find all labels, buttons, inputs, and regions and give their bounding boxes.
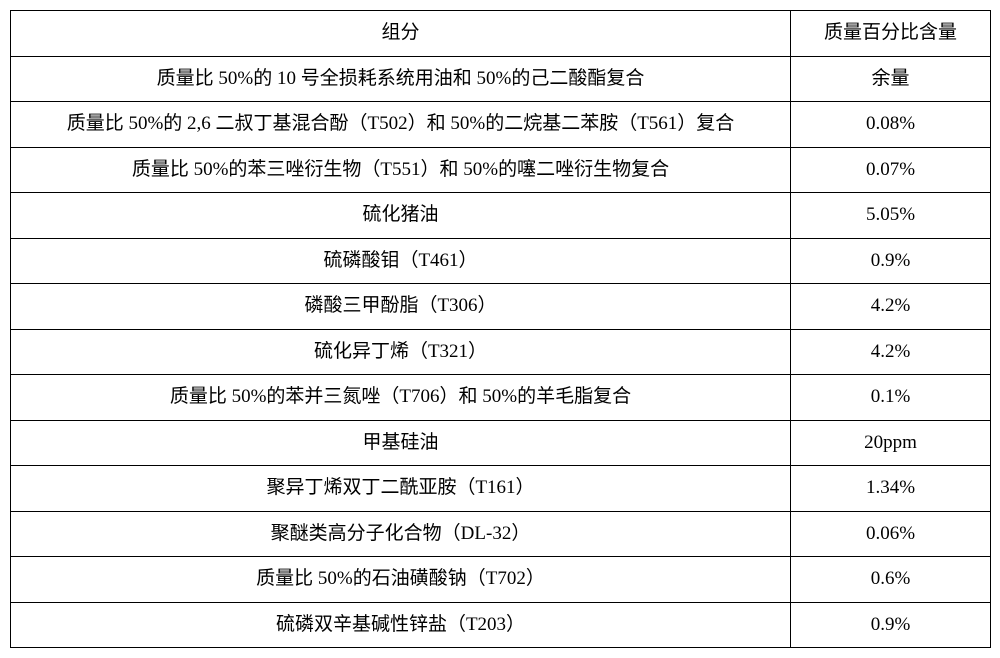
header-component: 组分 [11, 11, 791, 57]
cell-component: 甲基硅油 [11, 420, 791, 466]
table-row: 质量比 50%的苯并三氮唑（T706）和 50%的羊毛脂复合 0.1% [11, 375, 991, 421]
cell-component: 质量比 50%的石油磺酸钠（T702） [11, 557, 791, 603]
cell-value: 4.2% [791, 284, 991, 330]
table-row: 质量比 50%的苯三唑衍生物（T551）和 50%的噻二唑衍生物复合 0.07% [11, 147, 991, 193]
table-row: 聚醚类高分子化合物（DL-32） 0.06% [11, 511, 991, 557]
cell-value: 4.2% [791, 329, 991, 375]
cell-component: 硫化猪油 [11, 193, 791, 239]
cell-value: 0.9% [791, 602, 991, 648]
table-row: 聚异丁烯双丁二酰亚胺（T161） 1.34% [11, 466, 991, 512]
cell-component: 质量比 50%的苯并三氮唑（T706）和 50%的羊毛脂复合 [11, 375, 791, 421]
table-row: 质量比 50%的石油磺酸钠（T702） 0.6% [11, 557, 991, 603]
cell-value: 0.08% [791, 102, 991, 148]
cell-component: 磷酸三甲酚脂（T306） [11, 284, 791, 330]
cell-component: 质量比 50%的苯三唑衍生物（T551）和 50%的噻二唑衍生物复合 [11, 147, 791, 193]
table-body: 质量比 50%的 10 号全损耗系统用油和 50%的己二酸酯复合 余量 质量比 … [11, 56, 991, 648]
table-row: 硫磷双辛基碱性锌盐（T203） 0.9% [11, 602, 991, 648]
table-row: 硫磷酸钼（T461） 0.9% [11, 238, 991, 284]
cell-component: 硫磷双辛基碱性锌盐（T203） [11, 602, 791, 648]
cell-value: 余量 [791, 56, 991, 102]
composition-table: 组分 质量百分比含量 质量比 50%的 10 号全损耗系统用油和 50%的己二酸… [10, 10, 991, 648]
table-row: 质量比 50%的 10 号全损耗系统用油和 50%的己二酸酯复合 余量 [11, 56, 991, 102]
cell-value: 0.07% [791, 147, 991, 193]
cell-component: 硫化异丁烯（T321） [11, 329, 791, 375]
header-value: 质量百分比含量 [791, 11, 991, 57]
cell-value: 0.1% [791, 375, 991, 421]
table-row: 甲基硅油 20ppm [11, 420, 991, 466]
cell-component: 质量比 50%的 10 号全损耗系统用油和 50%的己二酸酯复合 [11, 56, 791, 102]
cell-component: 硫磷酸钼（T461） [11, 238, 791, 284]
cell-value: 0.9% [791, 238, 991, 284]
cell-component: 聚醚类高分子化合物（DL-32） [11, 511, 791, 557]
cell-value: 20ppm [791, 420, 991, 466]
cell-value: 1.34% [791, 466, 991, 512]
table-row: 磷酸三甲酚脂（T306） 4.2% [11, 284, 991, 330]
cell-component: 聚异丁烯双丁二酰亚胺（T161） [11, 466, 791, 512]
cell-value: 5.05% [791, 193, 991, 239]
table-row: 硫化猪油 5.05% [11, 193, 991, 239]
cell-value: 0.6% [791, 557, 991, 603]
table-header-row: 组分 质量百分比含量 [11, 11, 991, 57]
cell-value: 0.06% [791, 511, 991, 557]
table-row: 质量比 50%的 2,6 二叔丁基混合酚（T502）和 50%的二烷基二苯胺（T… [11, 102, 991, 148]
cell-component: 质量比 50%的 2,6 二叔丁基混合酚（T502）和 50%的二烷基二苯胺（T… [11, 102, 791, 148]
table-row: 硫化异丁烯（T321） 4.2% [11, 329, 991, 375]
